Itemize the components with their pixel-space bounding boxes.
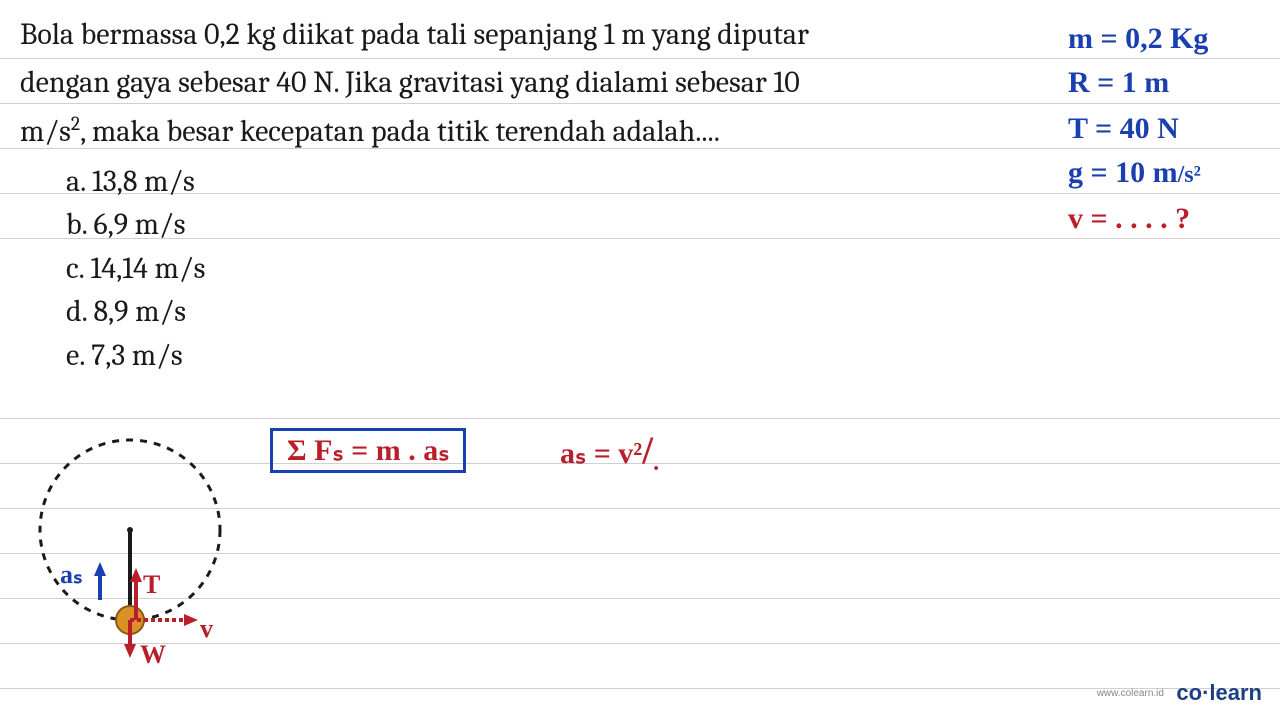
given-m: m = 0,2 Kg (1068, 22, 1208, 56)
centripetal-arrow-head (94, 562, 106, 576)
formula-as-slash: / (642, 429, 653, 472)
question-line-3: m/s2, maka besar kecepatan pada titik te… (20, 110, 1060, 153)
option-c: c. 14,14 m/s (66, 248, 1060, 289)
center-dot (127, 527, 133, 533)
formula-as-rhs: . (653, 450, 659, 476)
option-a: a. 13,8 m/s (66, 161, 1060, 202)
option-e: e. 7,3 m/s (66, 335, 1060, 376)
given-R: R = 1 m (1068, 66, 1169, 100)
question-line-2: dengan gaya sebesar 40 N. Jika gravitasi… (20, 62, 1060, 104)
given-g-prefix: g = 10 m (1068, 156, 1178, 189)
watermark-url: www.colearn.id (1097, 688, 1164, 699)
option-b: b. 6,9 m/s (66, 204, 1060, 245)
weight-arrow-head (124, 644, 136, 658)
label-T: T (143, 570, 160, 600)
given-v: v = . . . . ? (1068, 202, 1190, 236)
superscript-2: 2 (71, 112, 80, 135)
unit-prefix: m/s (20, 114, 71, 149)
answer-options: a. 13,8 m/s b. 6,9 m/s c. 14,14 m/s d. 8… (66, 161, 1060, 376)
label-W: W (140, 640, 166, 670)
given-g-denom: /s² (1178, 162, 1201, 188)
label-as: aₛ (60, 560, 83, 590)
watermark: www.colearn.id co·learn (1097, 680, 1262, 706)
label-v: v (200, 614, 213, 644)
question-block: Bola bermassa 0,2 kg diikat pada tali se… (20, 14, 1060, 378)
watermark-brand: co·learn (1176, 680, 1262, 705)
question-line-1: Bola bermassa 0,2 kg diikat pada tali se… (20, 14, 1060, 56)
formula-sigma-f: Σ Fₛ = m . aₛ (287, 434, 449, 467)
given-T: T = 40 N (1068, 112, 1179, 146)
formula-as-lhs: aₛ = v² (560, 437, 642, 470)
formula-as: aₛ = v²/. (560, 428, 659, 477)
velocity-arrow-head (184, 614, 198, 626)
question-line-3-suffix: , maka besar kecepatan pada titik terend… (80, 114, 720, 149)
option-d: d. 8,9 m/s (66, 291, 1060, 332)
formula-box: Σ Fₛ = m . aₛ (270, 428, 466, 473)
given-g: g = 10 m/s² (1068, 156, 1201, 190)
